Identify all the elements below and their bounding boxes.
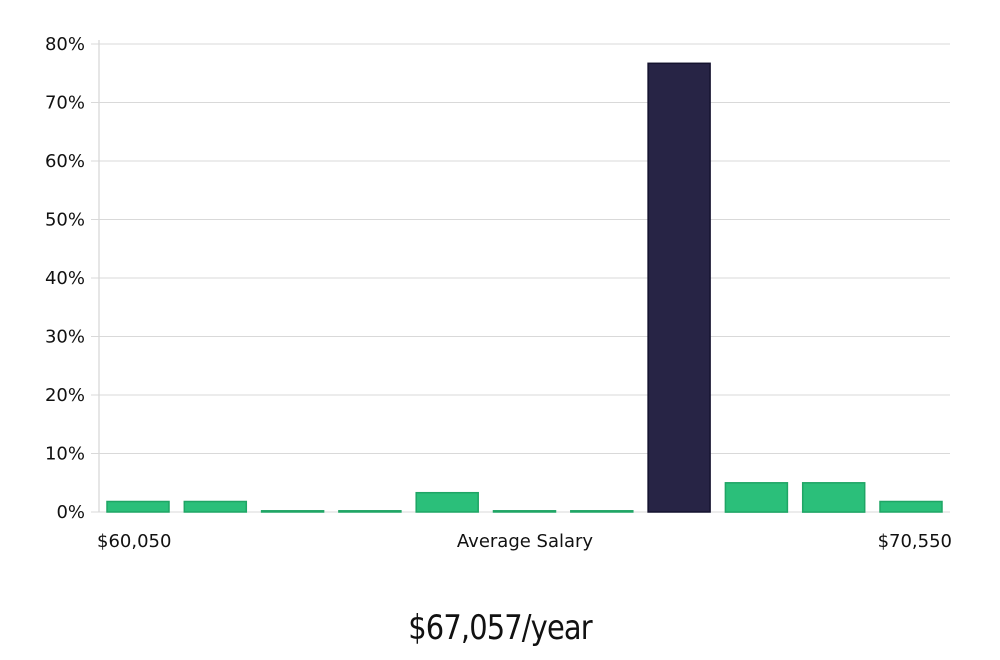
bar <box>724 482 789 513</box>
y-tick-label: 20% <box>45 385 85 406</box>
y-tick-label: 10% <box>45 444 85 465</box>
y-tick-label: 40% <box>45 268 85 289</box>
y-tick-label: 50% <box>45 210 85 231</box>
bar <box>183 500 248 513</box>
bar <box>570 510 634 513</box>
x-axis-title: Average Salary <box>457 531 594 552</box>
bar <box>260 510 325 513</box>
bar <box>492 510 557 513</box>
x-max-label: $70,550 <box>878 531 952 552</box>
bar <box>106 500 170 513</box>
y-tick-label: 30% <box>45 327 85 348</box>
bar <box>415 491 479 513</box>
y-tick-label: 70% <box>45 93 85 114</box>
salary-histogram-chart: 0% 10% 20% 30% 40% 50% 60% 70% 80% $60,050 Avera… <box>45 34 952 552</box>
bar <box>338 510 402 513</box>
bars <box>106 62 943 513</box>
y-tick-label: 60% <box>45 151 85 172</box>
average-salary-value: $67,057/year <box>408 608 592 648</box>
bar <box>801 482 866 513</box>
y-tick-label: 80% <box>45 34 85 55</box>
x-min-label: $60,050 <box>97 531 171 552</box>
y-tick-label: 0% <box>56 502 85 523</box>
bar-highlighted <box>647 62 711 513</box>
bar <box>879 500 943 513</box>
axis-labels: $60,050 Average Salary $70,550 <box>97 531 952 552</box>
grid-lines: 0% 10% 20% 30% 40% 50% 60% 70% 80% <box>45 34 950 523</box>
